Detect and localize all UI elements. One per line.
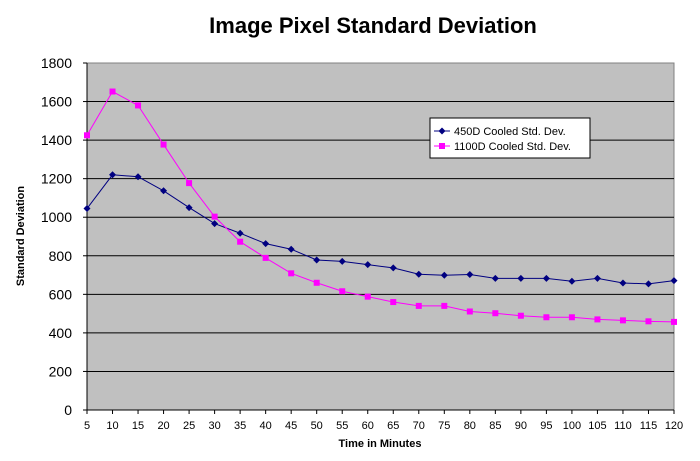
data-point xyxy=(364,293,371,300)
x-tick-label: 115 xyxy=(640,420,658,432)
series-1100d xyxy=(84,88,677,325)
data-point xyxy=(543,314,550,321)
data-point xyxy=(542,274,550,282)
data-point xyxy=(390,299,397,306)
data-point xyxy=(83,205,91,213)
data-point xyxy=(313,256,321,264)
y-tick-label: 0 xyxy=(64,402,72,418)
y-axis-label: Standard Deviation xyxy=(15,186,27,287)
x-tick-label: 25 xyxy=(183,420,195,432)
x-tick-label: 40 xyxy=(260,420,272,432)
legend-marker xyxy=(439,143,445,149)
data-point xyxy=(415,270,423,278)
x-tick-label: 55 xyxy=(336,420,348,432)
data-point xyxy=(338,257,346,265)
y-tick-label: 1400 xyxy=(41,132,72,148)
y-tick-label: 400 xyxy=(49,325,73,341)
x-tick-label: 70 xyxy=(413,420,425,432)
x-tick-label: 10 xyxy=(106,420,118,432)
x-tick-label: 50 xyxy=(311,420,323,432)
x-tick-label: 120 xyxy=(665,420,683,432)
data-point xyxy=(135,102,142,109)
data-point xyxy=(568,277,576,285)
x-tick-label: 105 xyxy=(588,420,606,432)
data-point xyxy=(262,240,270,248)
data-point xyxy=(186,180,193,187)
data-point xyxy=(594,316,601,323)
x-tick-label: 65 xyxy=(387,420,399,432)
data-point xyxy=(313,279,320,286)
data-point xyxy=(492,310,499,317)
data-point xyxy=(517,274,525,282)
data-point xyxy=(237,238,244,245)
data-point xyxy=(287,245,295,253)
x-tick-label: 45 xyxy=(285,420,297,432)
series-450d xyxy=(83,171,678,288)
data-point xyxy=(645,318,652,325)
y-tick-label: 800 xyxy=(49,248,73,264)
data-point xyxy=(644,280,652,288)
x-tick-label: 85 xyxy=(489,420,501,432)
x-tick-label: 90 xyxy=(515,420,527,432)
x-tick-label: 80 xyxy=(464,420,476,432)
series-line xyxy=(86,90,675,323)
data-point xyxy=(491,274,499,282)
x-tick-label: 5 xyxy=(84,420,90,432)
y-tick-label: 1200 xyxy=(41,171,72,187)
data-point xyxy=(84,132,90,139)
data-point xyxy=(466,308,473,315)
data-point xyxy=(288,270,295,277)
plot-area xyxy=(86,62,675,411)
data-point xyxy=(441,302,448,309)
data-point xyxy=(236,229,244,237)
y-tick-label: 1800 xyxy=(41,55,72,71)
data-point xyxy=(466,270,474,278)
data-point xyxy=(389,264,397,272)
data-point xyxy=(211,213,218,220)
data-point xyxy=(211,220,219,228)
x-tick-label: 35 xyxy=(234,420,246,432)
data-point xyxy=(134,173,142,181)
x-tick-label: 20 xyxy=(157,420,169,432)
data-point xyxy=(671,318,677,325)
x-tick-label: 15 xyxy=(132,420,144,432)
x-tick-label: 75 xyxy=(438,420,450,432)
data-point xyxy=(568,314,575,321)
data-point xyxy=(339,288,346,295)
x-tick-label: 30 xyxy=(208,420,220,432)
y-tick-label: 600 xyxy=(49,286,73,302)
data-point xyxy=(517,312,524,319)
legend: 450D Cooled Std. Dev. 1100D Cooled Std. D… xyxy=(429,117,591,159)
data-point xyxy=(109,171,117,179)
y-tick-label: 1000 xyxy=(41,209,72,225)
series-line xyxy=(86,174,675,285)
data-point xyxy=(415,302,422,309)
data-point xyxy=(670,277,678,285)
x-axis-label: Time in Minutes xyxy=(339,438,422,450)
data-point xyxy=(364,261,372,269)
legend-marker xyxy=(438,127,446,135)
y-tick-label: 1600 xyxy=(41,94,72,110)
x-tick-label: 100 xyxy=(563,420,581,432)
y-tick-label: 200 xyxy=(49,363,73,379)
data-point xyxy=(262,254,269,261)
data-point xyxy=(109,88,116,95)
data-point xyxy=(619,317,626,324)
data-point xyxy=(160,187,168,195)
data-point xyxy=(593,274,601,282)
x-tick-label: 60 xyxy=(362,420,374,432)
x-tick-label: 110 xyxy=(614,420,632,432)
data-point xyxy=(619,279,627,287)
legend-label: 1100D Cooled Std. Dev. xyxy=(454,141,571,153)
legend-label: 450D Cooled Std. Dev. xyxy=(454,126,566,138)
x-tick-label: 95 xyxy=(540,420,552,432)
data-point xyxy=(160,141,167,148)
data-point xyxy=(185,204,193,212)
chart-title: Image Pixel Standard Deviation xyxy=(209,13,537,38)
data-point xyxy=(440,271,448,279)
